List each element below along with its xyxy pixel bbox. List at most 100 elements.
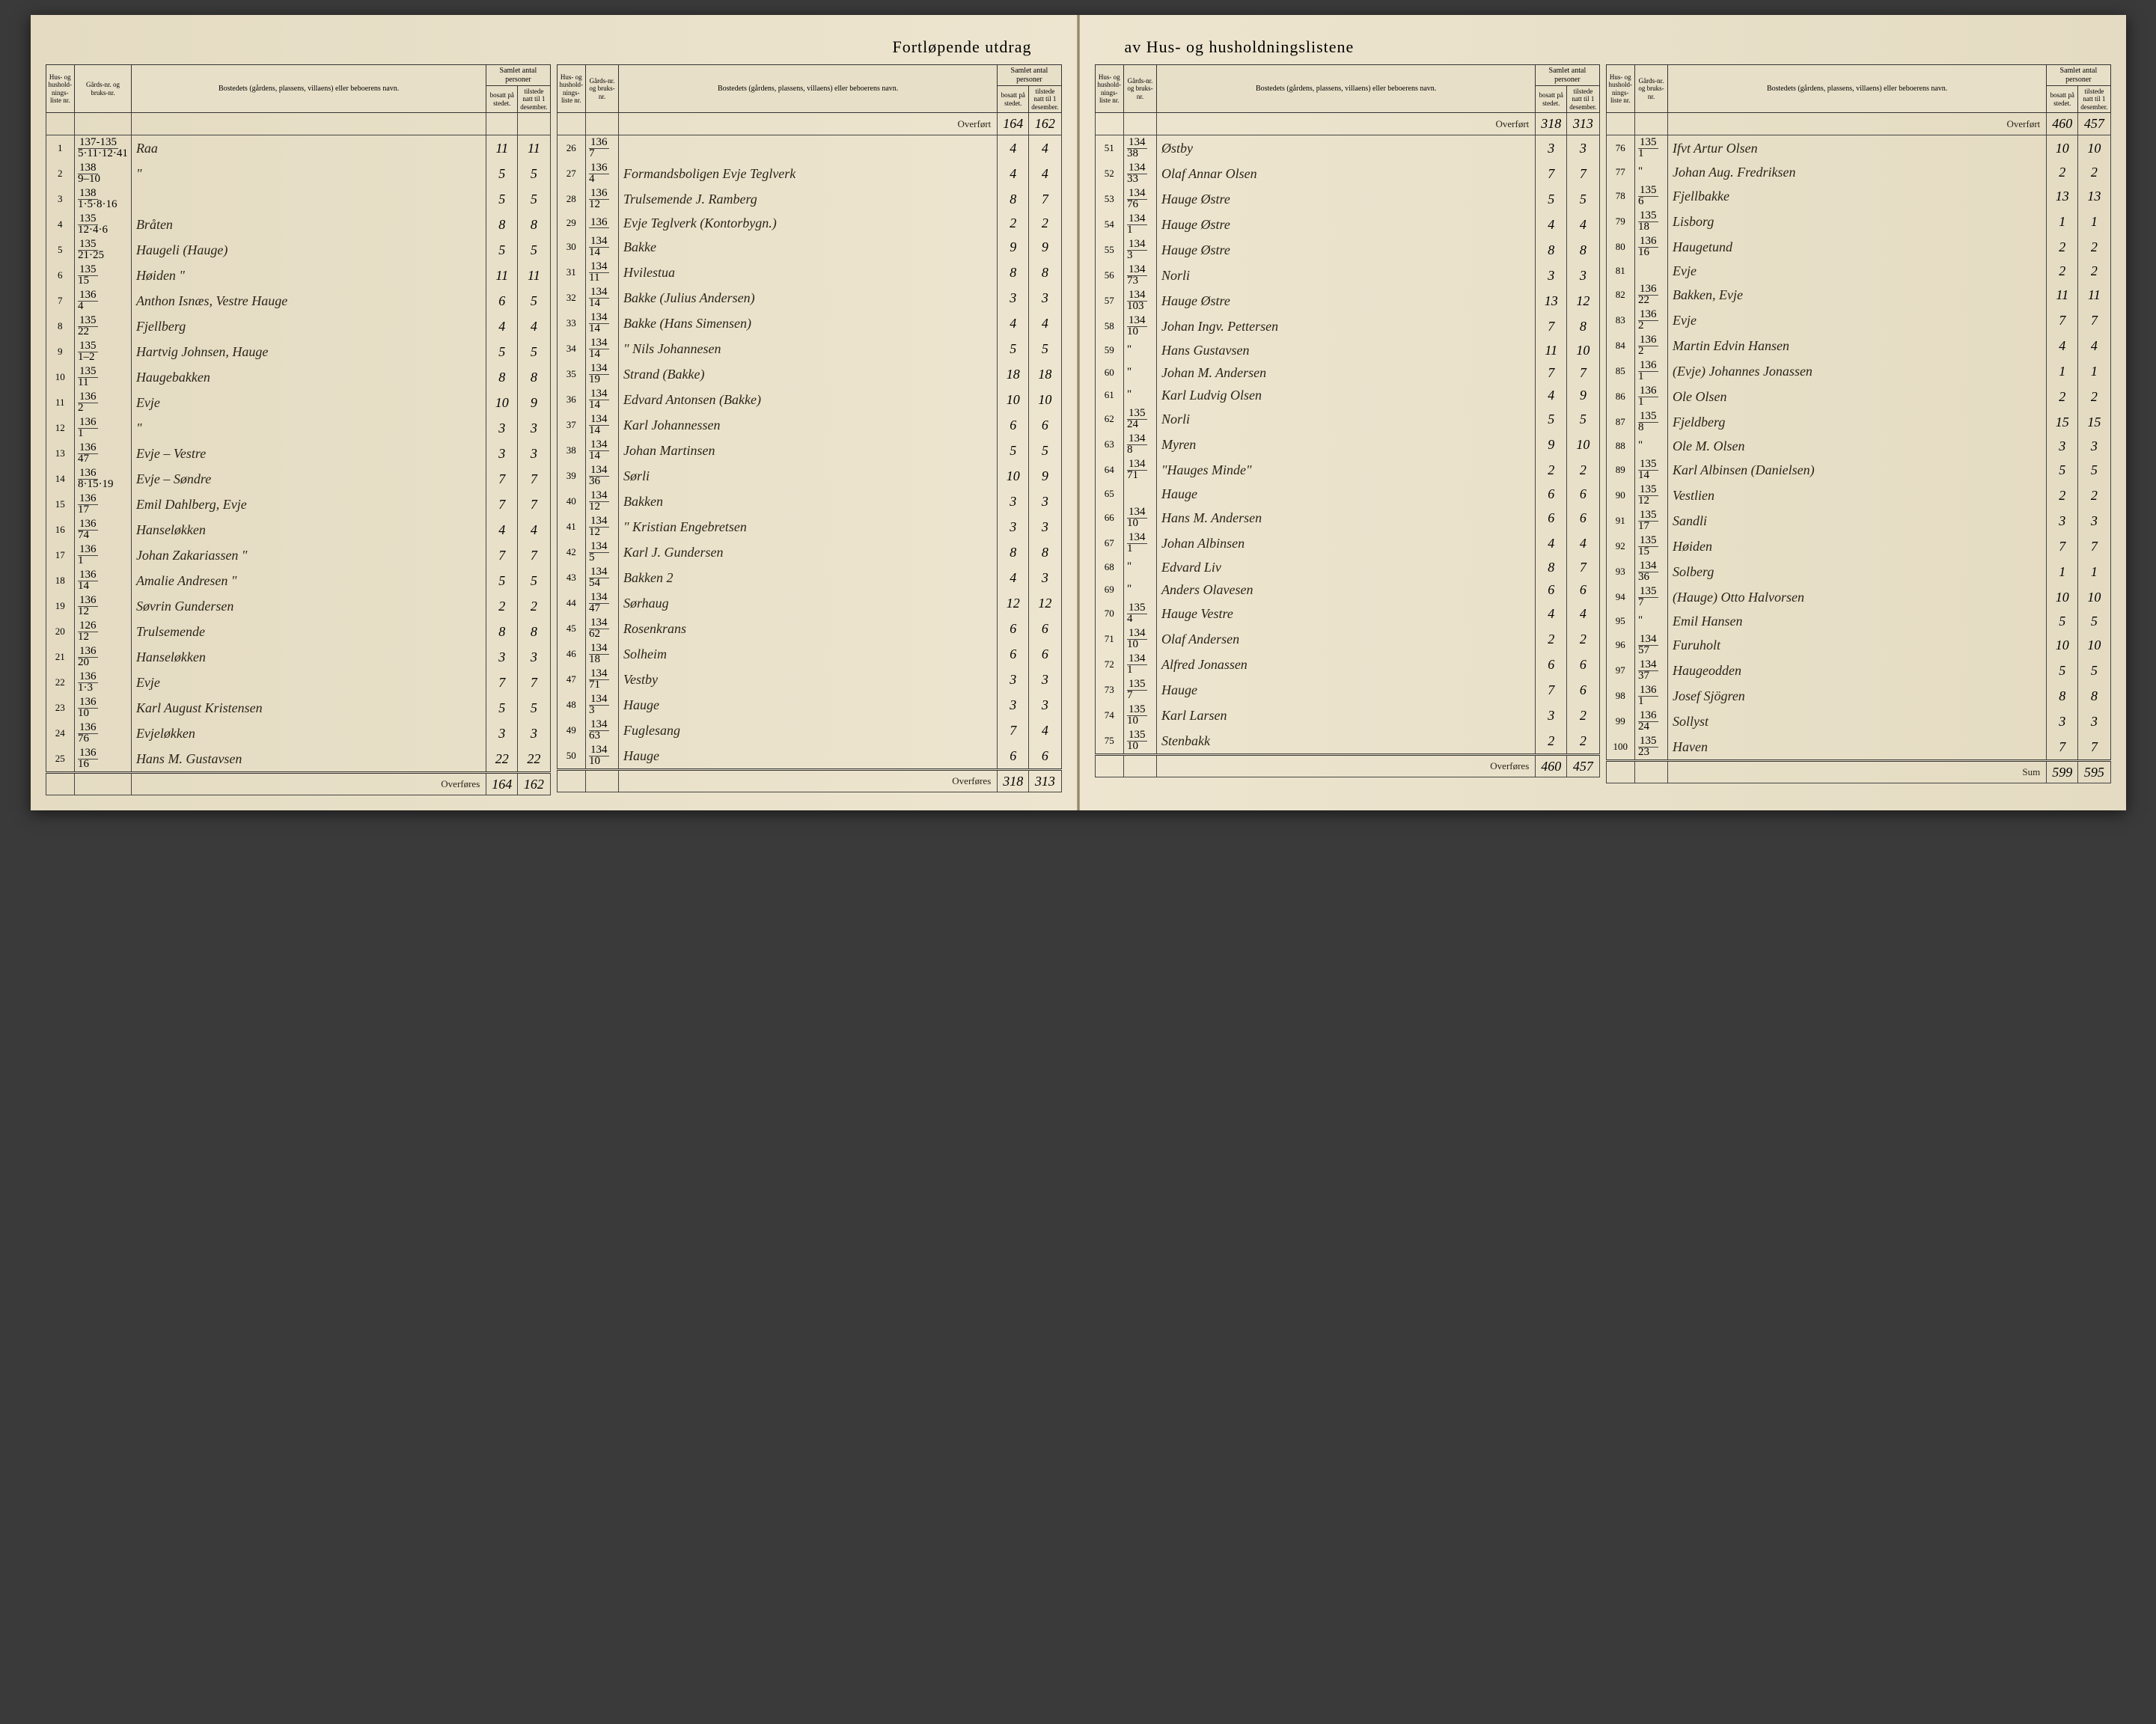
row-number: 76 <box>1606 135 1635 162</box>
row-number: 44 <box>557 590 586 616</box>
tilstede-count: 2 <box>2078 234 2110 260</box>
bosatt-count: 2 <box>2047 260 2078 282</box>
hdr-hus-nr: Hus- og hushold-nings-liste nr. <box>1606 65 1635 113</box>
ledger-row: 72 1341 Alfred Jonassen 6 6 <box>1095 652 1599 677</box>
bosatt-count: 5 <box>1536 406 1567 432</box>
gard-bruks-nr: 1381·5·8·16 <box>75 186 132 212</box>
ledger-row: 42 1345 Karl J. Gundersen 8 8 <box>557 539 1061 565</box>
ledger-row: 81 Evje 2 2 <box>1606 260 2110 282</box>
hdr-gard-nr: Gårds-nr. og bruks-nr. <box>75 65 132 113</box>
tilstede-count: 7 <box>2078 308 2110 333</box>
bosted-name: Emil Hansen <box>1668 610 2047 632</box>
tilstede-count: 5 <box>2078 658 2110 683</box>
carry-forward-row: Overføres 318 313 <box>557 770 1061 792</box>
bosatt-count: 2 <box>1536 728 1567 755</box>
tilstede-count: 6 <box>1029 616 1061 641</box>
gard-bruks-nr: 1358 <box>1635 409 1668 435</box>
carry-forward-row: Sum 599 595 <box>1606 761 2110 783</box>
tilstede-count: 9 <box>1029 463 1061 489</box>
bosted-name: Olaf Andersen <box>1157 626 1536 652</box>
bosted-name: " <box>131 161 486 186</box>
row-number: 95 <box>1606 610 1635 632</box>
gard-bruks-nr: 13414 <box>586 234 619 260</box>
tilstede-count: 5 <box>518 237 550 263</box>
row-number: 8 <box>46 314 75 339</box>
gard-bruks-nr: 13616 <box>75 746 132 773</box>
bosatt-count: 2 <box>1536 457 1567 483</box>
ledger-row: 47 13471 Vestby 3 3 <box>557 667 1061 692</box>
row-number: 86 <box>1606 384 1635 409</box>
gard-bruks-nr: 13414 <box>586 438 619 463</box>
tilstede-count: 3 <box>1029 489 1061 514</box>
bosatt-count: 8 <box>1536 556 1567 578</box>
row-number: 28 <box>557 186 586 212</box>
bosted-name: Hartvig Johnsen, Hauge <box>131 339 486 364</box>
gard-bruks-nr: 13412 <box>586 489 619 514</box>
bosatt-count: 8 <box>2047 683 2078 709</box>
bosatt-count: 7 <box>1536 677 1567 703</box>
gard-bruks-nr: 1348 <box>1124 432 1157 457</box>
tilstede-count: 8 <box>1567 314 1599 339</box>
bosted-name: Evjeløkken <box>131 721 486 746</box>
tilstede-count: 6 <box>1029 641 1061 667</box>
hdr-tilstede: tilstede natt til 1 desember. <box>1567 86 1599 113</box>
tilstede-count: 7 <box>1567 161 1599 186</box>
bosatt-count: 6 <box>1536 652 1567 677</box>
gard-bruks-nr: 13647 <box>75 441 132 466</box>
row-number: 21 <box>46 644 75 670</box>
row-number: 60 <box>1095 361 1124 384</box>
table-header: Hus- og hushold-nings-liste nr. Gårds-nr… <box>46 65 550 113</box>
gard-bruks-nr: 13523 <box>1635 734 1668 761</box>
row-number: 67 <box>1095 531 1124 556</box>
bosatt-count: 11 <box>486 135 518 162</box>
bosted-name: Hanseløkken <box>131 517 486 542</box>
row-number: 79 <box>1606 209 1635 234</box>
hdr-hus-nr: Hus- og hushold-nings-liste nr. <box>46 65 75 113</box>
bosatt-count: 7 <box>2047 534 2078 559</box>
carry-over-row <box>46 113 550 135</box>
gard-bruks-nr: 13410 <box>1124 505 1157 531</box>
row-number: 72 <box>1095 652 1124 677</box>
bosatt-count: 3 <box>998 489 1029 514</box>
bosatt-count: 5 <box>486 339 518 364</box>
carry-forward-label: Overføres <box>619 770 998 792</box>
row-number: 78 <box>1606 183 1635 209</box>
ledger-row: 45 13462 Rosenkrans 6 6 <box>557 616 1061 641</box>
tilstede-count: 10 <box>2078 632 2110 658</box>
ledger-row: 14 1368·15·19 Evje – Søndre 7 7 <box>46 466 550 492</box>
tilstede-count: 6 <box>1567 505 1599 531</box>
bosatt-count: 6 <box>998 641 1029 667</box>
tilstede-count: 7 <box>518 670 550 695</box>
bosted-name: Alfred Jonassen <box>1157 652 1536 677</box>
title-left: Fortløpende utdrag <box>46 37 1062 57</box>
gard-bruks-nr: 13410 <box>586 743 619 770</box>
tilstede-count: 6 <box>1029 412 1061 438</box>
gard-bruks-nr: 13457 <box>1635 632 1668 658</box>
tilstede-count: 7 <box>2078 534 2110 559</box>
bosatt-count: 6 <box>998 412 1029 438</box>
gard-bruks-nr: 1367 <box>586 135 619 162</box>
bosatt-count: 8 <box>998 186 1029 212</box>
tilstede-count: 10 <box>1567 339 1599 361</box>
bosted-name: Johan M. Andersen <box>1157 361 1536 384</box>
row-number: 71 <box>1095 626 1124 652</box>
bosted-name: Anders Olavesen <box>1157 578 1536 601</box>
bosatt-count: 3 <box>2047 508 2078 534</box>
bosatt-count: 5 <box>998 438 1029 463</box>
gard-bruks-nr: 13462 <box>586 616 619 641</box>
ledger-row: 12 1361 " 3 3 <box>46 415 550 441</box>
carry-forward-bosatt: 599 <box>2047 761 2078 783</box>
bosted-name: Hauge Østre <box>1157 288 1536 314</box>
gard-bruks-nr: 13410 <box>1124 626 1157 652</box>
gard-bruks-nr: " <box>1635 435 1668 457</box>
row-number: 34 <box>557 336 586 361</box>
ledger-row: 95 " Emil Hansen 5 5 <box>1606 610 2110 632</box>
bosatt-count: 5 <box>486 186 518 212</box>
bosted-name: Vestlien <box>1668 483 2047 508</box>
tilstede-count: 10 <box>2078 135 2110 162</box>
row-number: 41 <box>557 514 586 539</box>
gard-bruks-nr: " <box>1124 556 1157 578</box>
tilstede-count: 5 <box>1567 406 1599 432</box>
bosatt-count: 8 <box>998 539 1029 565</box>
gard-bruks-nr: 1362 <box>1635 308 1668 333</box>
